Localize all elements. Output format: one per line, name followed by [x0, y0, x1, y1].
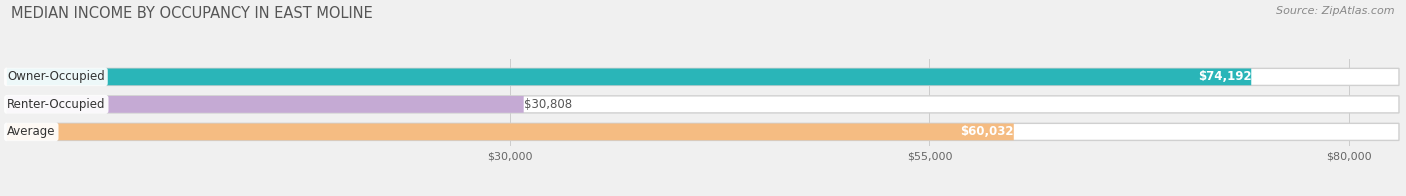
Text: Renter-Occupied: Renter-Occupied [7, 98, 105, 111]
Text: Average: Average [7, 125, 55, 138]
Text: $30,808: $30,808 [523, 98, 572, 111]
FancyBboxPatch shape [7, 96, 1399, 113]
Text: MEDIAN INCOME BY OCCUPANCY IN EAST MOLINE: MEDIAN INCOME BY OCCUPANCY IN EAST MOLIN… [11, 6, 373, 21]
Text: $60,032: $60,032 [960, 125, 1014, 138]
Text: Owner-Occupied: Owner-Occupied [7, 70, 105, 83]
Text: $74,192: $74,192 [1198, 70, 1251, 83]
FancyBboxPatch shape [7, 68, 1251, 85]
FancyBboxPatch shape [7, 123, 1014, 140]
Text: Source: ZipAtlas.com: Source: ZipAtlas.com [1277, 6, 1395, 16]
FancyBboxPatch shape [7, 68, 1399, 85]
FancyBboxPatch shape [7, 96, 523, 113]
FancyBboxPatch shape [7, 123, 1399, 140]
